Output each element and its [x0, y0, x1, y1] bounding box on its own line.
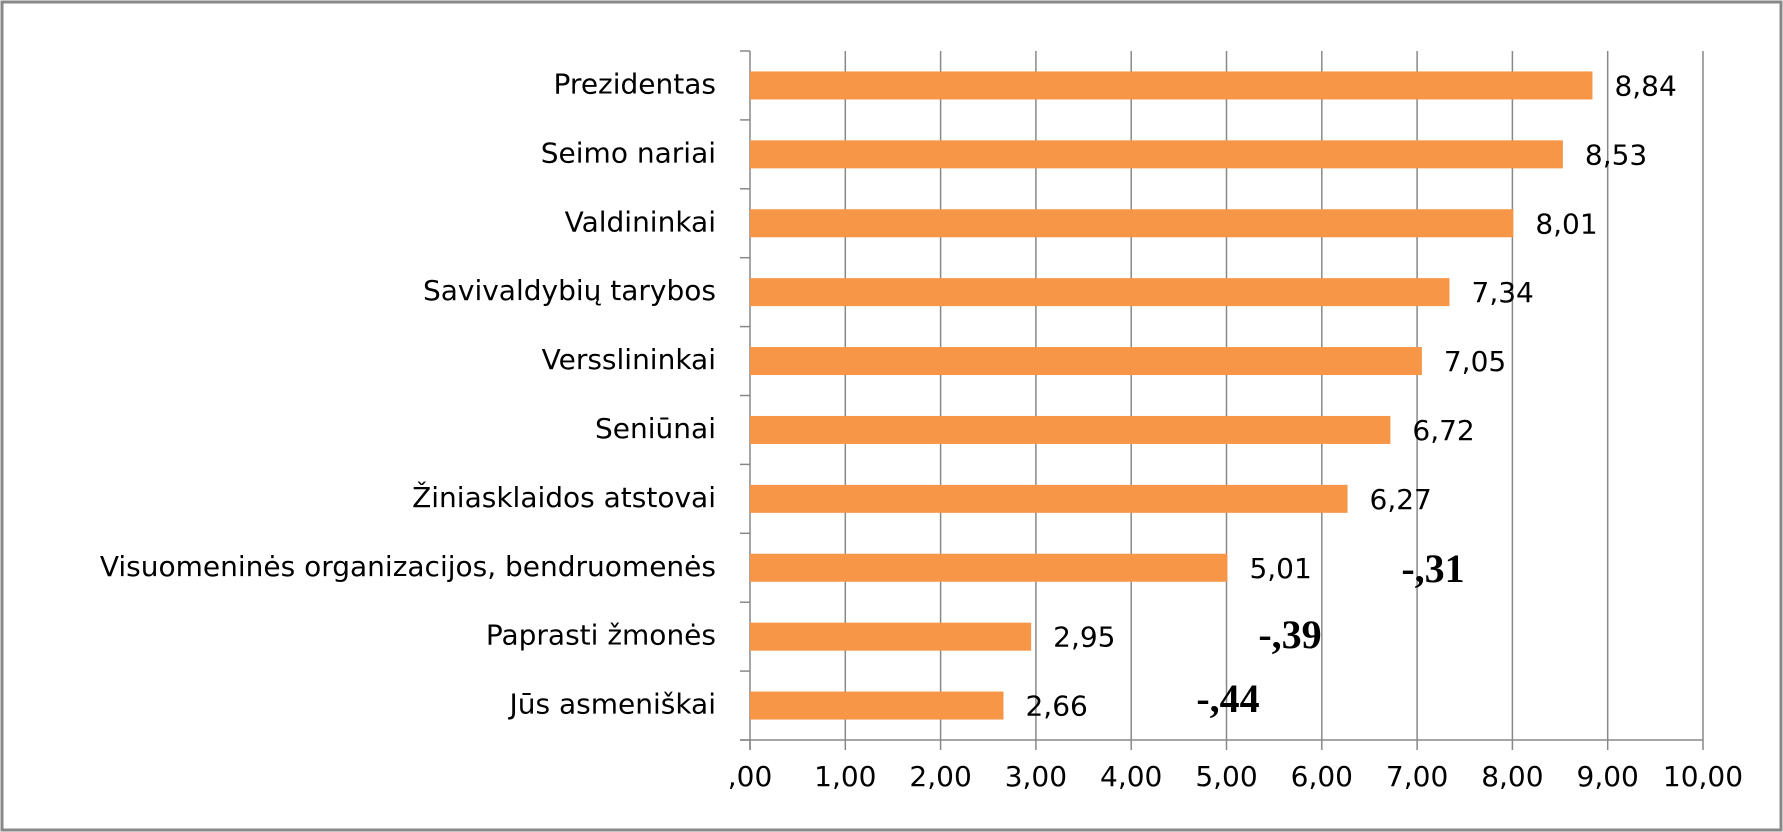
- x-tick-label: 3,00: [1005, 760, 1067, 793]
- x-tick-label: 7,00: [1386, 760, 1448, 793]
- bar: [750, 415, 1391, 444]
- x-tick-label: 1,00: [814, 760, 876, 793]
- y-tick-label: Savivaldybių tarybos: [423, 274, 716, 307]
- y-tick-label: Jūs asmeniškai: [507, 688, 716, 721]
- y-tick-label: Versslininkai: [542, 343, 716, 376]
- x-tick-label: 2,00: [909, 760, 971, 793]
- x-tick-label: ,00: [728, 760, 773, 793]
- annotation: -,44: [1196, 676, 1259, 721]
- value-label: 8,01: [1535, 207, 1597, 240]
- y-tick-label: Žiniasklaidos atstovai: [412, 480, 716, 514]
- value-label: 2,95: [1053, 621, 1115, 654]
- x-tick-label: 10,00: [1663, 760, 1743, 793]
- value-label: 8,84: [1614, 69, 1676, 102]
- x-tick-label: 9,00: [1577, 760, 1639, 793]
- x-tick-label: 6,00: [1291, 760, 1353, 793]
- x-tick-label: 8,00: [1481, 760, 1543, 793]
- value-label: 6,27: [1370, 483, 1432, 516]
- bar: [750, 622, 1032, 651]
- value-label: 7,05: [1444, 345, 1506, 378]
- value-label: 2,66: [1025, 690, 1087, 723]
- y-tick-label: Visuomeninės organizacijos, bendruomenės: [100, 550, 716, 583]
- bar: [750, 278, 1450, 307]
- bar: [750, 140, 1563, 169]
- value-label: 6,72: [1412, 414, 1474, 447]
- value-label: 7,34: [1472, 276, 1534, 309]
- y-tick-label: Seimo nariai: [541, 136, 716, 169]
- value-label: 8,53: [1585, 138, 1647, 171]
- bar: [750, 209, 1514, 238]
- bar: [750, 553, 1228, 582]
- annotation: -,39: [1258, 612, 1321, 657]
- bar: [750, 71, 1593, 100]
- bar: [750, 347, 1422, 376]
- x-tick-label: 4,00: [1100, 760, 1162, 793]
- y-tick-label: Paprasti žmonės: [486, 619, 716, 652]
- bar: [750, 484, 1348, 513]
- value-label: 5,01: [1249, 552, 1311, 585]
- y-tick-label: Prezidentas: [554, 67, 716, 100]
- annotation: -,31: [1401, 546, 1464, 591]
- y-tick-label: Seniūnai: [595, 412, 716, 445]
- y-tick-label: Valdininkai: [565, 205, 716, 238]
- bar: [750, 691, 1004, 720]
- x-tick-label: 5,00: [1195, 760, 1257, 793]
